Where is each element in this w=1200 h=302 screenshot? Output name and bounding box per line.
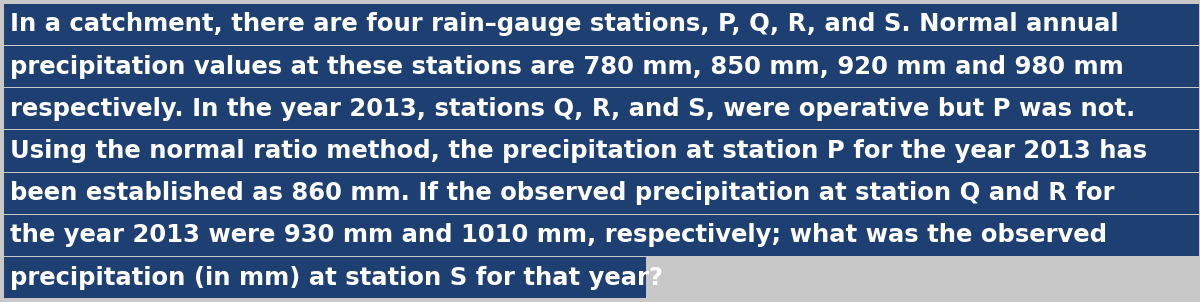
Text: In a catchment, there are four rain–gauge stations, P, Q, R, and S. Normal annua: In a catchment, there are four rain–gaug… xyxy=(10,12,1118,36)
Bar xyxy=(4,172,1199,214)
Bar xyxy=(4,4,1199,45)
Text: precipitation values at these stations are 780 mm, 850 mm, 920 mm and 980 mm: precipitation values at these stations a… xyxy=(10,55,1123,79)
Bar xyxy=(4,257,646,298)
Text: respectively. In the year 2013, stations Q, R, and S, were operative but P was n: respectively. In the year 2013, stations… xyxy=(10,97,1135,121)
Bar xyxy=(4,215,1199,256)
Text: the year 2013 were 930 mm and 1010 mm, respectively; what was the observed: the year 2013 were 930 mm and 1010 mm, r… xyxy=(10,223,1106,247)
Text: Using the normal ratio method, the precipitation at station P for the year 2013 : Using the normal ratio method, the preci… xyxy=(10,139,1147,163)
Text: been established as 860 mm. If the observed precipitation at station Q and R for: been established as 860 mm. If the obser… xyxy=(10,181,1114,205)
Bar xyxy=(4,130,1199,172)
Text: precipitation (in mm) at station S for that year?: precipitation (in mm) at station S for t… xyxy=(10,266,662,290)
Bar xyxy=(4,46,1199,87)
Bar xyxy=(4,88,1199,130)
